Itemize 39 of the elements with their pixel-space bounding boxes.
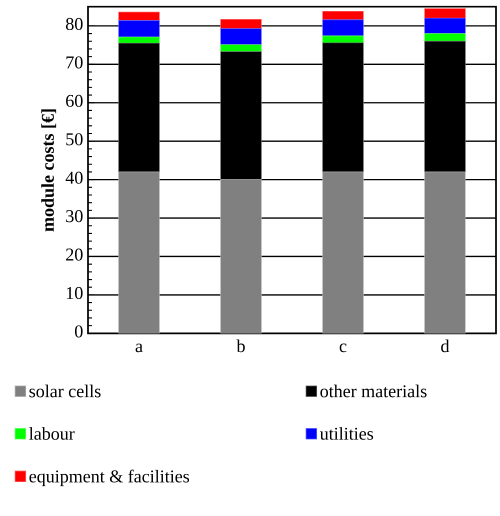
x-tick-label: b [236,340,245,352]
x-tick-label: a [136,344,143,352]
bar [118,172,160,334]
y-axis-title: module costs [€] [41,109,56,232]
bar [322,36,364,44]
y-tick-label: 80 [66,18,83,30]
x-tick-label: d [441,340,450,352]
y-tick-label: 40 [66,172,83,184]
bar [322,42,364,172]
legend-label: other materials [320,384,427,398]
bar [424,40,466,172]
bar [424,8,466,19]
bar [220,179,262,334]
bar [322,19,364,36]
bar [322,172,364,334]
bar [118,12,160,21]
bar [220,28,262,46]
y-tick-label: 20 [66,248,83,261]
y-tick-label: 50 [66,133,83,146]
bar [220,51,262,180]
legend-label: labour [29,427,75,440]
bar [118,36,160,44]
y-tick-label: 10 [66,286,83,300]
bar [424,172,466,334]
legend-label: equipment & facilities [29,470,190,486]
bar [424,18,466,34]
bar [220,44,262,52]
bar [322,10,364,20]
y-tick-label: 60 [66,94,83,107]
y-tick-label: 30 [66,210,83,222]
bar [118,20,160,38]
y-tick-label: 70 [66,56,83,68]
legend-label: utilities [320,427,374,440]
y-tick-label: 0 [74,325,83,338]
x-tick-label: c [340,344,346,352]
bar [220,19,262,29]
bar [424,33,466,42]
legend-label: solar cells [29,384,101,398]
bar [118,42,160,172]
